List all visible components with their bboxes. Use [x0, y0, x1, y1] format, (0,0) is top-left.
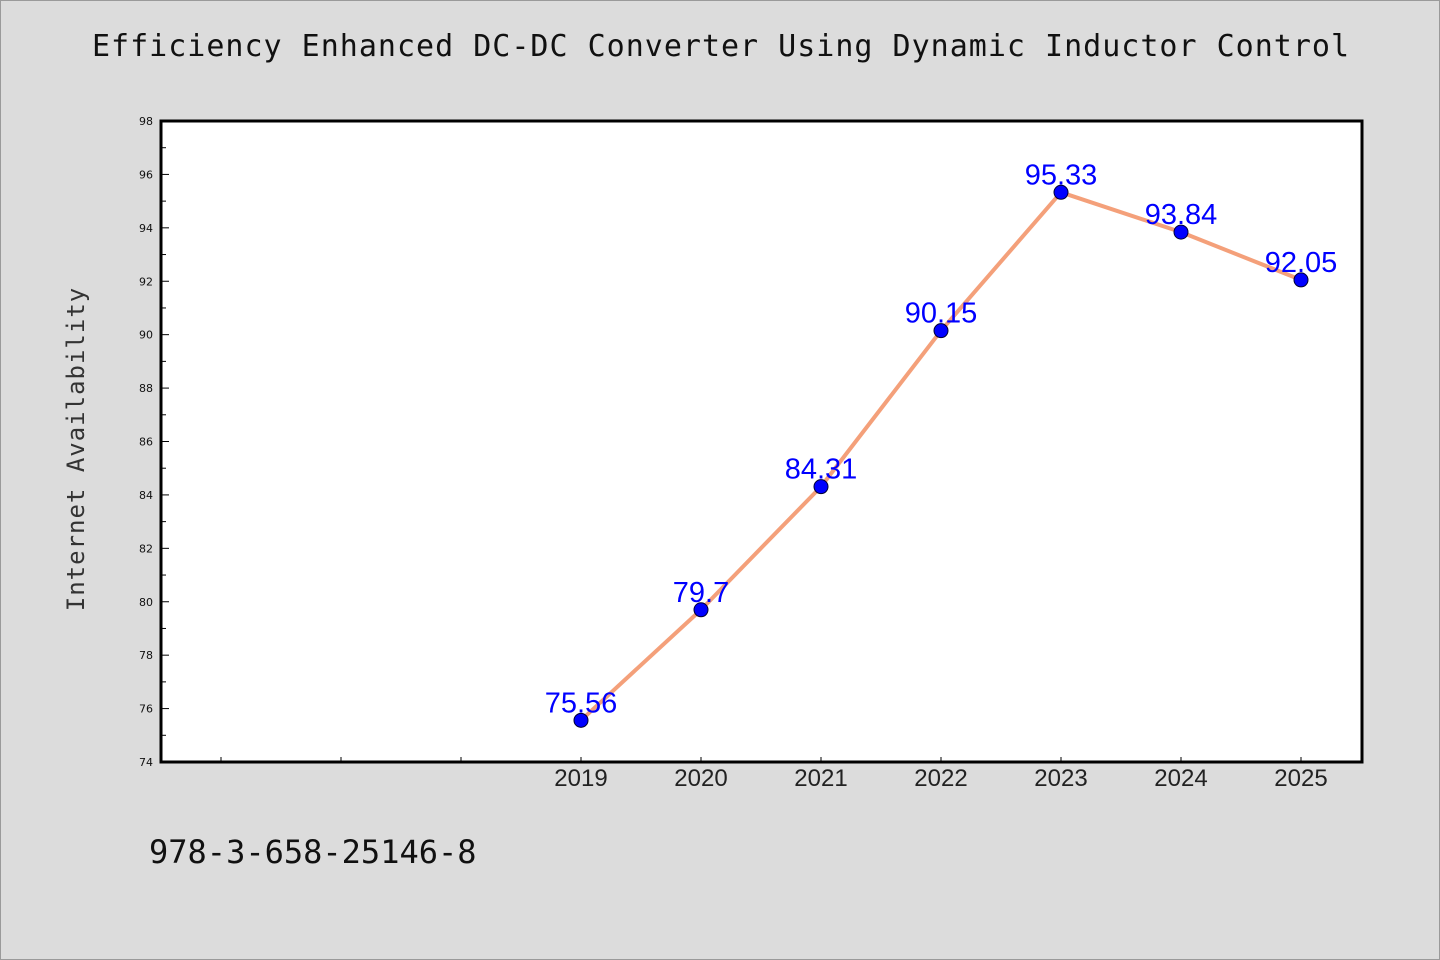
data-point: [1293, 272, 1309, 288]
x-tick-label: 2024: [1154, 765, 1207, 792]
x-tick-label: 2023: [1034, 765, 1087, 792]
y-tick-label: 90: [139, 329, 153, 342]
chart-title: Efficiency Enhanced DC-DC Converter Usin…: [91, 29, 1351, 64]
x-tick-label: 2025: [1274, 765, 1327, 792]
y-axis: 74 76 78 80 82 84 86 88 90 92 94 96 98: [139, 115, 169, 769]
data-label: 79.7: [673, 577, 729, 609]
x-tick-label: 2022: [914, 765, 967, 792]
y-tick-label: 78: [139, 649, 153, 662]
y-tick-label: 98: [139, 115, 153, 128]
y-tick-label: 92: [139, 275, 153, 288]
y-tick-label: 74: [139, 756, 153, 769]
y-tick-label: 84: [139, 489, 153, 502]
y-tick-label: 82: [139, 542, 153, 555]
y-tick-label: 76: [139, 703, 153, 716]
data-point: [693, 602, 709, 618]
footer-code: 978-3-658-25146-8: [149, 833, 477, 871]
data-label: 75.56: [545, 687, 618, 719]
data-point: [933, 323, 949, 339]
data-point: [573, 712, 589, 728]
data-label: 93.84: [1145, 199, 1218, 231]
y-tick-label: 80: [139, 596, 153, 609]
series-layer: 75.56 79.7 84.31 90.15 95.33 93.84 92.05: [545, 159, 1338, 728]
x-axis: 2019 2020 2021 2022 2023 2024 2025: [220, 757, 1328, 792]
data-label: 92.05: [1265, 247, 1338, 279]
data-label: 90.15: [905, 298, 978, 330]
data-label: 84.31: [785, 454, 858, 486]
y-tick-label: 86: [139, 436, 153, 449]
x-tick-label: 2021: [794, 765, 847, 792]
x-tick-label: 2019: [554, 765, 607, 792]
data-point: [1053, 184, 1069, 200]
data-point: [813, 479, 829, 495]
x-tick-label: 2020: [674, 765, 727, 792]
y-tick-label: 96: [139, 168, 153, 181]
y-tick-label: 88: [139, 382, 153, 395]
data-label: 95.33: [1025, 159, 1098, 191]
y-tick-label: 94: [139, 222, 153, 235]
data-point: [1173, 224, 1189, 240]
